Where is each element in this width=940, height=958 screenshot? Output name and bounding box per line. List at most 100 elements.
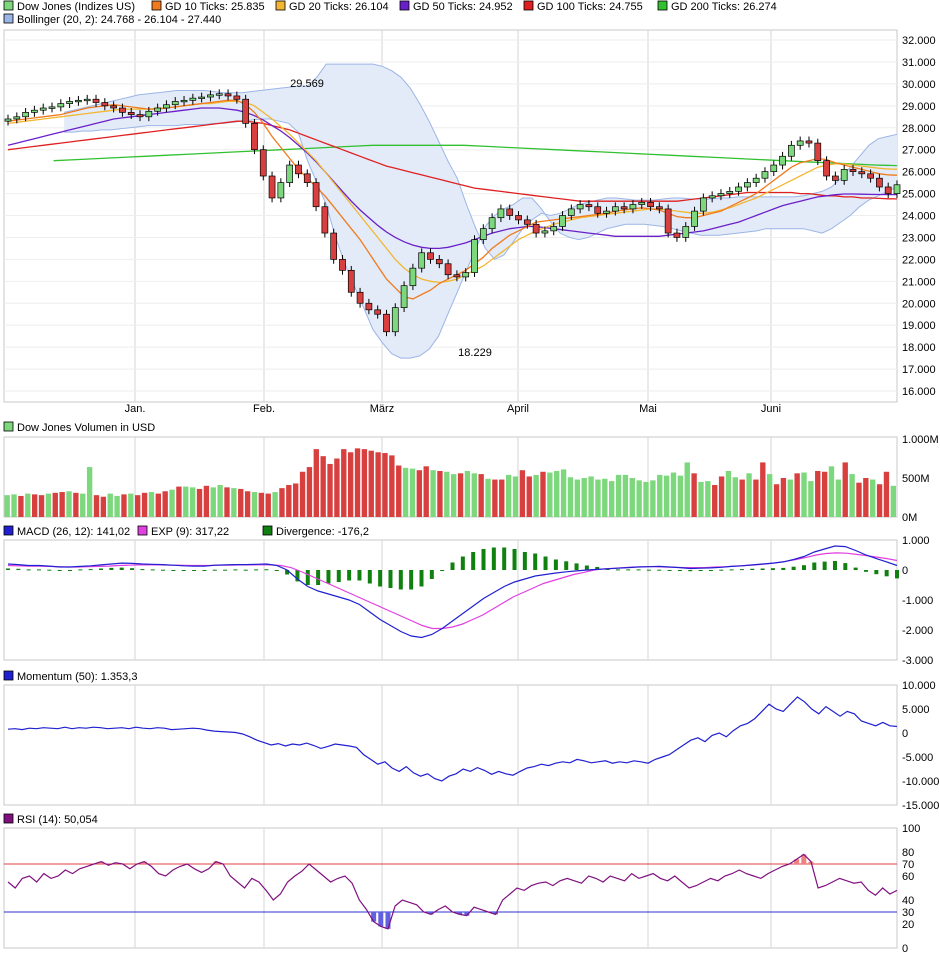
divergence-bar-71 [739, 569, 744, 571]
volume-bar-9 [66, 491, 72, 517]
volume-bar-89 [615, 474, 622, 517]
volume-bar-55 [382, 453, 388, 517]
volume-bar-28 [196, 488, 203, 517]
volume-bar-113 [780, 478, 787, 517]
volume-bar-12 [86, 467, 93, 517]
candle-body-8 [75, 99, 82, 103]
divergence-bar-72 [750, 568, 755, 570]
volume-bar-83 [574, 479, 581, 517]
divergence-bar-56 [584, 565, 589, 570]
divergence-bar-64 [667, 570, 672, 571]
divergence-bar-15 [161, 569, 166, 571]
rsi-line [7, 853, 898, 930]
price-ytick-4: 28.000 [902, 123, 936, 135]
candle-body-70 [620, 206, 628, 210]
macd-panel-frame [3, 539, 898, 661]
volume-bar-105 [725, 470, 732, 517]
candle-body-69 [611, 206, 619, 212]
divergence-bar-4 [47, 569, 52, 571]
volume-bar-88 [608, 481, 615, 517]
volume-ytick-2: 0M [902, 512, 917, 524]
volume-bar-68 [471, 473, 477, 517]
price-ytick-7: 25.000 [902, 189, 936, 201]
divergence-bar-22 [233, 569, 238, 571]
volume-bar-120 [828, 466, 835, 517]
divergence-bar-25 [264, 569, 269, 571]
legend-rsi-swatch [3, 813, 14, 824]
legend-main-2-swatch [275, 0, 286, 11]
candle-body-82 [726, 191, 734, 194]
candle-body-6 [57, 103, 65, 108]
volume-bar-86 [595, 479, 601, 517]
macd-ytick-2: -1.000 [902, 595, 933, 607]
divergence-bar-17 [181, 570, 186, 571]
divergence-bar-74 [770, 568, 775, 570]
volume-bar-121 [835, 479, 842, 517]
rsi-oversold-64 [464, 912, 470, 916]
divergence-bar-6 [68, 570, 73, 571]
volume-bar-53 [368, 450, 374, 517]
divergence-bar-57 [595, 567, 600, 570]
candle-body-2 [22, 112, 29, 118]
volume-bar-91 [629, 478, 635, 517]
volume-bar-93 [643, 481, 649, 517]
candle-body-86 [761, 171, 769, 179]
candle-body-75 [664, 208, 672, 234]
divergence-bar-60 [626, 569, 631, 571]
volume-bar-122 [842, 462, 848, 517]
candle-body-90 [796, 140, 804, 146]
candle-body-76 [673, 232, 681, 238]
candle-body-21 [189, 97, 197, 101]
rsi-ytick-1: 80 [902, 847, 914, 859]
divergence-bar-35 [367, 570, 372, 584]
rsi-ytick-5: 30 [902, 907, 914, 919]
candle-body-71 [629, 204, 637, 210]
divergence-bar-21 [223, 569, 228, 571]
candle-body-17 [154, 107, 161, 112]
candle-body-51 [453, 274, 461, 278]
volume-bar-101 [698, 481, 704, 517]
volume-bar-124 [856, 482, 862, 517]
candle-body-32 [286, 164, 294, 183]
volume-bar-32 [224, 487, 230, 517]
divergence-bar-33 [347, 570, 352, 581]
volume-bar-77 [533, 474, 539, 517]
candle-body-97 [858, 171, 866, 175]
candle-body-43 [383, 313, 390, 333]
volume-bar-75 [519, 470, 526, 517]
momentum-line [7, 696, 898, 782]
volume-bar-39 [272, 492, 278, 517]
legend-main-0-label: Dow Jones (Indizes US) [17, 1, 135, 13]
divergence-bar-68 [708, 570, 713, 571]
macd-ytick-1: 0 [902, 565, 908, 577]
volume-bar-118 [815, 470, 821, 517]
candle-body-39 [347, 269, 355, 293]
candle-body-47 [418, 252, 426, 269]
candle-body-63 [559, 215, 566, 227]
volume-bar-81 [560, 469, 567, 517]
candle-body-3 [31, 109, 38, 113]
volume-bar-52 [361, 449, 368, 517]
divergence-bar-82 [853, 567, 858, 570]
candle-body-13 [119, 107, 126, 113]
rsi-overbought-19 [141, 861, 147, 864]
volume-bar-74 [512, 476, 519, 517]
candle-body-22 [198, 96, 205, 99]
momentum-ytick-3: -5.000 [902, 752, 933, 764]
divergence-bar-86 [895, 570, 899, 579]
candle-body-87 [770, 164, 778, 172]
price-ytick-1: 31.000 [902, 57, 936, 69]
rsi-oversold-51 [371, 912, 377, 922]
rsi-overbought-29 [213, 861, 219, 864]
price-xtick-4: Mai [639, 403, 657, 415]
divergence-bar-7 [78, 569, 83, 571]
price-ytick-12: 20.000 [902, 298, 936, 310]
divergence-bar-1 [16, 568, 21, 570]
volume-bar-111 [766, 474, 773, 517]
legend-bollinger-label: Bollinger (20, 2): 24.768 - 26.104 - 27.… [17, 14, 221, 26]
candle-body-92 [814, 142, 822, 162]
volume-bar-60 [416, 470, 423, 517]
candle-body-80 [708, 195, 716, 199]
volume-bar-50 [347, 452, 354, 517]
candle-body-49 [435, 259, 443, 265]
